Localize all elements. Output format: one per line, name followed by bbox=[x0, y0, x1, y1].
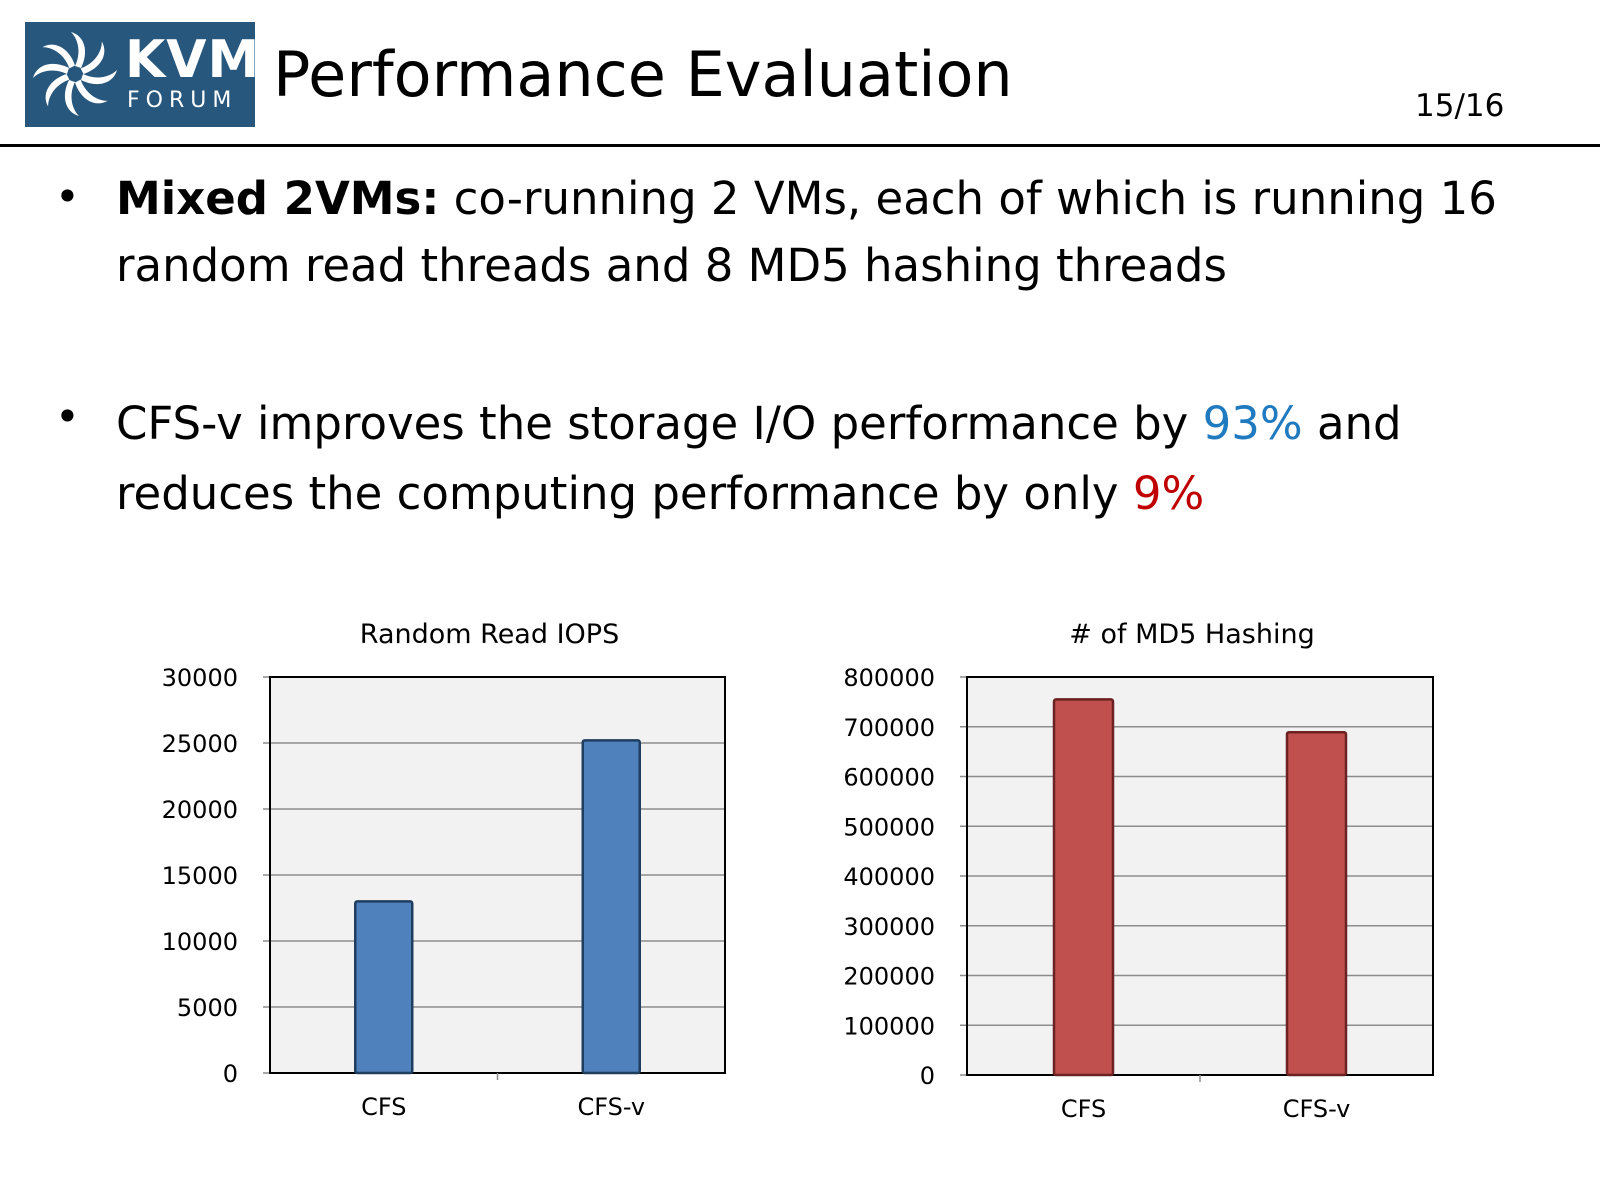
bullet-2-pre: CFS-v improves the storage I/O performan… bbox=[116, 397, 1203, 450]
bar-cfs bbox=[1052, 698, 1115, 1077]
compute-reduction-value: 9% bbox=[1132, 467, 1205, 520]
x-tick-label: CFS-v bbox=[1283, 1095, 1351, 1123]
header-divider bbox=[0, 144, 1600, 147]
bullet-1: Mixed 2VMs: co-running 2 VMs, each of wh… bbox=[116, 165, 1586, 299]
bullet-marker: • bbox=[55, 172, 80, 221]
y-tick-label: 30000 bbox=[162, 664, 238, 692]
x-tick-label: CFS bbox=[1061, 1095, 1106, 1123]
bullet-2-mid: and reduces the computing performance by… bbox=[116, 397, 1402, 520]
y-tick-label: 500000 bbox=[843, 813, 935, 841]
bullet-1-bold: Mixed 2VMs: bbox=[116, 172, 440, 225]
bar-cfs-v bbox=[1285, 730, 1348, 1077]
bullet-1-text: co-running 2 VMs, each of which is runni… bbox=[116, 172, 1497, 292]
logo-kvm-text: KVM bbox=[125, 30, 261, 90]
kvm-forum-logo: KVM FORUM bbox=[25, 22, 259, 127]
y-tick-label: 100000 bbox=[843, 1012, 935, 1040]
x-tick-label: CFS bbox=[361, 1093, 406, 1121]
io-improvement-value: 93% bbox=[1202, 397, 1303, 450]
y-tick-label: 10000 bbox=[162, 928, 238, 956]
x-tick-label: CFS-v bbox=[577, 1093, 645, 1121]
y-tick-label: 600000 bbox=[843, 764, 935, 792]
y-tick-label: 200000 bbox=[843, 963, 935, 991]
y-tick-label: 300000 bbox=[843, 913, 935, 941]
bar-cfs-v bbox=[581, 739, 641, 1075]
y-tick-label: 700000 bbox=[843, 714, 935, 742]
chart-title: # of MD5 Hashing bbox=[1069, 619, 1314, 650]
bullet-marker: • bbox=[55, 392, 80, 441]
page-number: 15/16 bbox=[1415, 88, 1505, 124]
y-tick-label: 0 bbox=[223, 1060, 238, 1088]
chart-title: Random Read IOPS bbox=[360, 619, 619, 650]
logo-forum-text: FORUM bbox=[127, 88, 238, 113]
y-tick-label: 5000 bbox=[177, 994, 238, 1022]
bar-cfs bbox=[354, 900, 414, 1075]
y-tick-label: 15000 bbox=[162, 862, 238, 890]
bullet-2: CFS-v improves the storage I/O performan… bbox=[116, 389, 1586, 529]
page-title: Performance Evaluation bbox=[273, 38, 1013, 111]
pinwheel-icon bbox=[33, 32, 117, 116]
y-tick-label: 0 bbox=[920, 1062, 935, 1090]
y-tick-label: 20000 bbox=[162, 796, 238, 824]
y-tick-label: 800000 bbox=[843, 664, 935, 692]
y-tick-label: 400000 bbox=[843, 863, 935, 891]
y-tick-label: 25000 bbox=[162, 730, 238, 758]
